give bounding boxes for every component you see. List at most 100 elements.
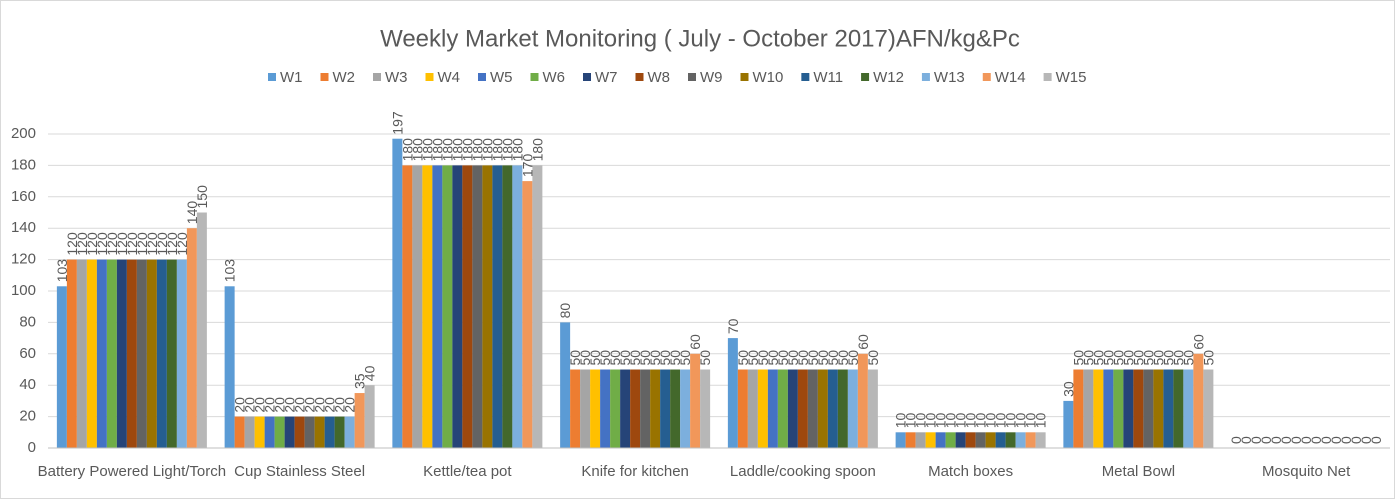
data-label: 10: [923, 413, 939, 429]
bar: [915, 432, 926, 448]
data-label: 0: [1238, 436, 1254, 444]
legend-label: W3: [385, 69, 408, 86]
bar: [797, 369, 808, 448]
legend-swatch: [530, 73, 539, 81]
data-label: 50: [577, 350, 593, 366]
data-label: 0: [1348, 436, 1364, 444]
bar: [945, 432, 956, 448]
data-label: 50: [795, 350, 811, 366]
y-tick-label: 160: [11, 188, 36, 205]
data-label: 180: [439, 138, 455, 162]
data-label: 20: [322, 397, 338, 413]
legend-swatch: [688, 73, 696, 81]
x-tick-label: Mosquito Net: [1262, 463, 1351, 480]
legend-label: W5: [490, 69, 513, 86]
bar: [1025, 432, 1036, 448]
chart-title: Weekly Market Monitoring ( July - Octobe…: [380, 25, 1020, 52]
bar: [392, 138, 403, 448]
data-label: 50: [1100, 350, 1116, 366]
data-label: 120: [154, 232, 170, 256]
data-label: 10: [893, 413, 909, 429]
bar: [935, 432, 946, 448]
data-label: 10: [913, 413, 929, 429]
bar: [817, 369, 828, 448]
bar: [660, 369, 671, 448]
y-tick-label: 80: [19, 313, 36, 330]
bar: [324, 416, 335, 448]
data-label: 120: [134, 232, 150, 256]
data-label: 120: [84, 232, 100, 256]
bar: [304, 416, 315, 448]
data-label: 50: [1140, 350, 1156, 366]
data-label: 20: [282, 397, 298, 413]
legend-swatch: [268, 73, 276, 81]
data-label: 10: [1033, 413, 1049, 429]
data-label: 50: [1130, 350, 1146, 366]
bar: [294, 416, 305, 448]
legend-swatch: [425, 73, 434, 81]
bar: [747, 369, 758, 448]
bar: [1123, 369, 1134, 448]
bar: [610, 369, 621, 448]
data-label: 50: [745, 350, 761, 366]
data-label: 0: [1338, 436, 1354, 444]
legend-swatch: [320, 73, 329, 81]
data-label: 10: [983, 413, 999, 429]
data-label: 0: [1278, 436, 1294, 444]
bar: [867, 369, 878, 448]
data-label: 50: [785, 350, 801, 366]
y-tick-label: 200: [11, 125, 36, 142]
bar: [522, 181, 533, 448]
bar: [1163, 369, 1174, 448]
bar: [905, 432, 916, 448]
data-label: 50: [1110, 350, 1126, 366]
bar: [1183, 369, 1194, 448]
data-label: 20: [302, 397, 318, 413]
data-label: 35: [352, 373, 368, 389]
bar: [462, 165, 473, 448]
bar: [244, 416, 255, 448]
data-label: 180: [489, 138, 505, 162]
data-label: 150: [194, 185, 210, 209]
bar: [767, 369, 778, 448]
data-label: 10: [973, 413, 989, 429]
legend-swatch: [921, 73, 930, 81]
data-label: 50: [627, 350, 643, 366]
bar: [176, 259, 187, 448]
bar: [737, 369, 748, 448]
bar: [502, 165, 513, 448]
legend-swatch: [861, 73, 870, 81]
bar: [334, 416, 345, 448]
bar: [1035, 432, 1046, 448]
x-tick-label: Battery Powered Light/Torch: [38, 463, 226, 480]
data-label: 0: [1248, 436, 1264, 444]
legend-label: W4: [438, 69, 461, 86]
data-label: 20: [242, 397, 258, 413]
data-label: 180: [479, 138, 495, 162]
data-label: 180: [409, 138, 425, 162]
bar: [492, 165, 503, 448]
data-label: 10: [1013, 413, 1029, 429]
data-label: 0: [1258, 436, 1274, 444]
data-label: 50: [1180, 350, 1196, 366]
data-label: 120: [164, 232, 180, 256]
legend-swatch: [635, 73, 644, 81]
y-tick-label: 40: [19, 376, 36, 393]
bar: [837, 369, 848, 448]
bar: [787, 369, 798, 448]
bar: [1015, 432, 1026, 448]
data-label: 20: [332, 397, 348, 413]
data-label: 50: [805, 350, 821, 366]
data-label: 120: [144, 232, 160, 256]
data-label: 120: [64, 232, 80, 256]
data-label: 120: [124, 232, 140, 256]
data-label: 140: [184, 201, 200, 225]
legend-label: W11: [813, 69, 843, 86]
bar: [690, 353, 701, 448]
bar: [1193, 353, 1204, 448]
legend-label: W9: [700, 69, 723, 86]
bar: [442, 165, 453, 448]
data-label: 0: [1358, 436, 1374, 444]
bar: [757, 369, 768, 448]
data-label: 103: [54, 259, 70, 283]
